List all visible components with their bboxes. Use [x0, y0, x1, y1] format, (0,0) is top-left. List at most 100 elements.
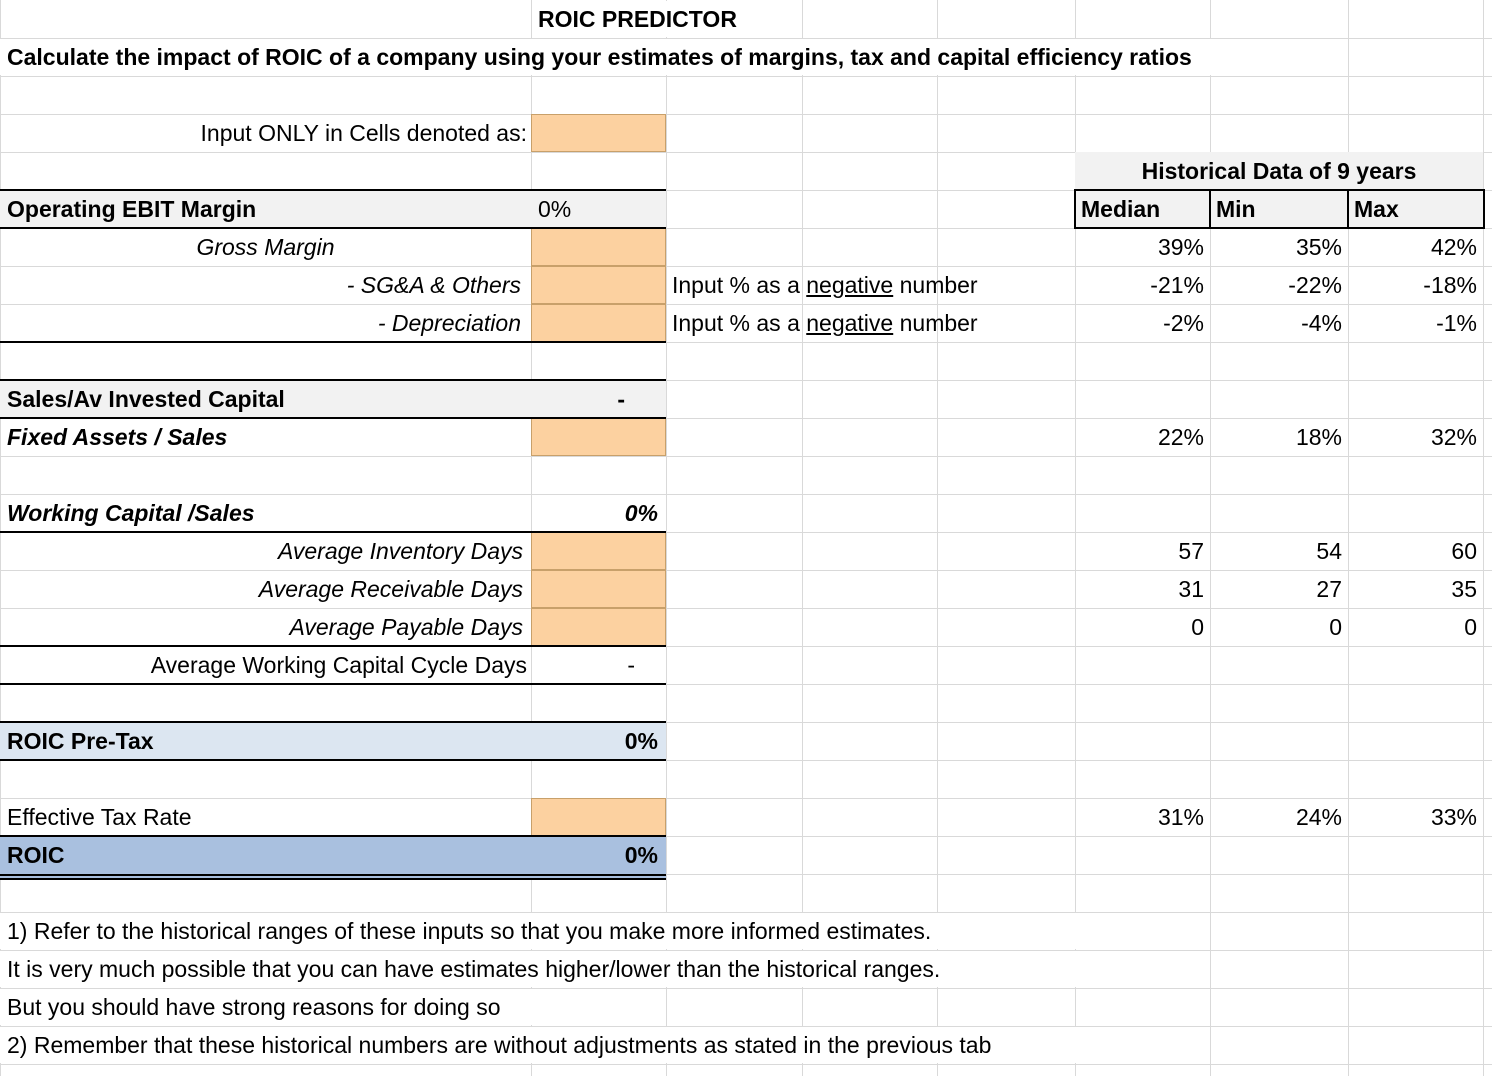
hist-depreciation-median: -2%: [1163, 310, 1204, 336]
input-cell-avg-receivable-days[interactable]: [531, 570, 666, 608]
section-border: [0, 683, 666, 685]
page-subtitle: Calculate the impact of ROIC of a compan…: [7, 44, 1192, 70]
gridline: [0, 760, 1492, 761]
gridline: [0, 798, 1492, 799]
hist-depreciation-min: -4%: [1301, 310, 1342, 336]
section-border: [0, 341, 666, 343]
hist-fixed-assets-sales-max: 32%: [1430, 424, 1477, 450]
hist-sga-others-min: -22%: [1288, 272, 1342, 298]
hist-avg-receivable-days-max: 35: [1451, 576, 1477, 602]
section-fill-operating-ebit-margin: [0, 189, 666, 229]
gridline: [0, 874, 1492, 875]
overflow-mask: [0, 989, 665, 1025]
row-sales-av-invested-capital-label: Sales/Av Invested Capital: [7, 386, 285, 412]
historical-columns-divider: [1209, 189, 1211, 229]
negative-number-note: Input % as a negative number: [672, 304, 978, 342]
gridline: [0, 1026, 1492, 1027]
section-fill-sales-av-invested-capital: [0, 379, 666, 419]
row-roic-label: ROIC: [7, 842, 65, 868]
input-cell-gross-margin[interactable]: [531, 228, 666, 266]
input-cell-depreciation[interactable]: [531, 304, 666, 342]
hist-gross-margin-median: 39%: [1157, 234, 1204, 260]
row-roic-value: 0%: [624, 842, 658, 868]
row-operating-ebit-margin-value: 0%: [538, 196, 572, 222]
gridline: [1348, 0, 1349, 1076]
hist-avg-receivable-days-median: 31: [1178, 576, 1204, 602]
gridline: [802, 0, 803, 1076]
gridline: [0, 304, 1492, 305]
gridline: [0, 1064, 1492, 1065]
overflow-mask: [0, 951, 1209, 987]
row-avg-working-capital-cycle-days-value: -: [627, 652, 635, 678]
gridline: [0, 456, 1492, 457]
col-header-max: Max: [1354, 196, 1399, 222]
gridline: [937, 0, 938, 1076]
hist-sga-others-max: -18%: [1423, 272, 1477, 298]
gridline: [0, 0, 1, 1076]
hist-fixed-assets-sales-min: 18%: [1295, 424, 1342, 450]
note-text: number: [893, 272, 978, 298]
gridline: [0, 570, 1492, 571]
note-line-2: It is very much possible that you can ha…: [7, 956, 941, 982]
gridline: [0, 152, 1492, 153]
row-sales-av-invested-capital-value: -: [617, 386, 625, 412]
section-fill-roic-pretax: [0, 721, 666, 761]
hist-effective-tax-rate-median: 31%: [1157, 804, 1204, 830]
gridline: [1483, 0, 1484, 1076]
gridline: [0, 266, 1492, 267]
gridline: [0, 494, 1492, 495]
row-avg-working-capital-cycle-days-label: Average Working Capital Cycle Days: [150, 652, 527, 678]
overflow-mask: [532, 1, 801, 37]
hist-avg-inventory-days-max: 60: [1451, 538, 1477, 564]
hist-effective-tax-rate-min: 24%: [1295, 804, 1342, 830]
note-text-underlined: negative: [806, 310, 894, 336]
row-fixed-assets-sales-label: Fixed Assets / Sales: [7, 424, 228, 450]
historical-header-fill: [1075, 152, 1483, 190]
row-gross-margin-label: Gross Margin: [196, 234, 335, 260]
gridline: [0, 646, 1492, 647]
gridline: [0, 38, 1492, 39]
col-header-median: Median: [1081, 196, 1161, 222]
hist-avg-receivable-days-min: 27: [1316, 576, 1342, 602]
input-cell-fixed-assets-sales[interactable]: [531, 418, 666, 456]
hist-depreciation-max: -1%: [1436, 310, 1477, 336]
input-cell-avg-payable-days[interactable]: [531, 608, 666, 646]
row-roic-pretax-value: 0%: [624, 728, 658, 754]
gridline: [0, 532, 1492, 533]
gridline: [0, 836, 1492, 837]
gridline: [0, 684, 1492, 685]
overflow-mask: [0, 1027, 1209, 1063]
row-working-capital-sales-label: Working Capital /Sales: [7, 500, 255, 526]
input-instruction-label: Input ONLY in Cells denoted as:: [200, 120, 527, 146]
row-sga-others-label: - SG&A & Others: [346, 272, 521, 298]
note-text: Input % as a: [672, 310, 807, 336]
input-cell-sga-others[interactable]: [531, 266, 666, 304]
row-avg-inventory-days-label: Average Inventory Days: [277, 538, 523, 564]
hist-avg-payable-days-max: 0: [1464, 614, 1477, 640]
gridline: [0, 950, 1492, 951]
gridline: [0, 114, 1492, 115]
note-text: number: [893, 310, 978, 336]
hist-avg-inventory-days-min: 54: [1316, 538, 1342, 564]
section-border: [0, 531, 666, 533]
hist-sga-others-median: -21%: [1150, 272, 1204, 298]
hist-gross-margin-min: 35%: [1295, 234, 1342, 260]
section-border: [0, 645, 666, 647]
hist-avg-payable-days-min: 0: [1329, 614, 1342, 640]
input-cell-avg-inventory-days[interactable]: [531, 532, 666, 570]
row-avg-receivable-days-label: Average Receivable Days: [258, 576, 523, 602]
row-operating-ebit-margin-label: Operating EBIT Margin: [7, 196, 257, 222]
page-title: ROIC PREDICTOR: [538, 6, 737, 32]
historical-header: Historical Data of 9 years: [1141, 158, 1417, 184]
input-cell-effective-tax-rate[interactable]: [531, 798, 666, 836]
gridline: [0, 190, 1492, 191]
row-depreciation-label: - Depreciation: [377, 310, 521, 336]
note-text: Input % as a: [672, 272, 807, 298]
note-text-underlined: negative: [806, 272, 894, 298]
hist-avg-inventory-days-median: 57: [1178, 538, 1204, 564]
hist-gross-margin-max: 42%: [1430, 234, 1477, 260]
input-legend-cell[interactable]: [531, 114, 666, 152]
note-line-3: But you should have strong reasons for d…: [7, 994, 501, 1020]
row-roic-pretax-label: ROIC Pre-Tax: [7, 728, 154, 754]
